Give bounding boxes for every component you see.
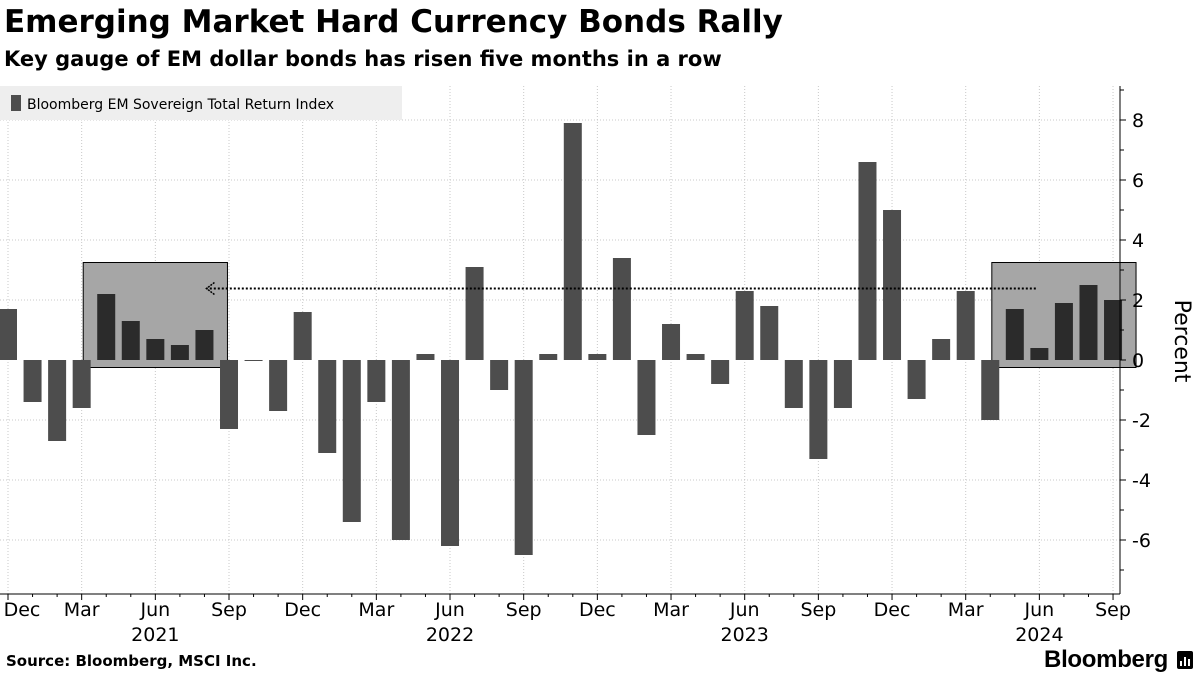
bar-sep-2024 — [1104, 300, 1123, 360]
bar-oct-2022 — [539, 354, 558, 360]
bar-may-2023 — [711, 360, 730, 384]
bar-aug-2022 — [490, 360, 509, 390]
bar-jan-2024 — [907, 360, 926, 399]
brand-logo: Bloomberg — [1044, 646, 1168, 673]
bar-apr-2022 — [391, 360, 410, 540]
x-tick-label: Jun — [729, 599, 760, 621]
bar-sep-2023 — [809, 360, 828, 459]
bar-sep-2022 — [514, 360, 533, 555]
x-tick-label: Dec — [284, 599, 321, 621]
x-tick-label: Jun — [1024, 599, 1055, 621]
bar-mar-2024 — [956, 291, 975, 360]
bar-jun-2021 — [146, 339, 165, 360]
bar-jul-2023 — [760, 306, 779, 360]
y-tick-label: 2 — [1132, 290, 1144, 312]
bar-jul-2024 — [1054, 303, 1073, 360]
x-year-label: 2023 — [721, 624, 769, 646]
bar-nov-2023 — [858, 162, 877, 360]
bar-dec-2023 — [883, 210, 902, 360]
bar-nov-2021 — [269, 360, 288, 411]
axes: -6 -4 -2 0 2 4 6 8 Dec Mar Jun Sep Dec Mar Jun Sep Dec Ma… — [0, 86, 1151, 646]
x-tick-label: Mar — [64, 599, 100, 621]
bar-feb-2021 — [48, 360, 67, 441]
chart-icon — [1177, 651, 1193, 669]
legend-label: Bloomberg EM Sovereign Total Return Inde… — [27, 97, 334, 113]
y-tick-label: 4 — [1132, 230, 1144, 252]
chart-subtitle: Key gauge of EM dollar bonds has risen f… — [4, 47, 722, 71]
x-tick-label: Sep — [506, 599, 542, 621]
y-tick-label: -2 — [1132, 410, 1151, 432]
bar-feb-2024 — [932, 339, 951, 360]
bar-may-2021 — [121, 321, 140, 360]
legend-background — [0, 86, 402, 120]
bar-apr-2021 — [97, 294, 116, 360]
x-tick-label: Jun — [434, 599, 465, 621]
bar-feb-2023 — [637, 360, 656, 435]
x-tick-label: Mar — [358, 599, 394, 621]
rally-arrow — [205, 281, 1036, 296]
x-year-label: 2022 — [426, 624, 474, 646]
bar-apr-2024 — [981, 360, 1000, 420]
bar-jan-2023 — [612, 258, 631, 360]
bar-mar-2022 — [367, 360, 386, 402]
bar-may-2022 — [416, 354, 435, 360]
bar-aug-2021 — [195, 330, 214, 360]
bar-oct-2021 — [244, 360, 263, 361]
bar-apr-2023 — [686, 354, 705, 360]
bar-jun-2023 — [735, 291, 754, 360]
bar-nov-2022 — [563, 123, 582, 360]
x-year-label: 2021 — [131, 624, 179, 646]
x-tick-label: Dec — [4, 599, 41, 621]
bar-may-2024 — [1005, 309, 1024, 360]
bar-aug-2024 — [1079, 285, 1098, 360]
y-tick-label: -6 — [1132, 530, 1151, 552]
bar-feb-2022 — [342, 360, 361, 522]
y-tick-label: 8 — [1132, 110, 1144, 132]
bar-dec-2020 — [0, 309, 17, 360]
bar-jul-2021 — [170, 345, 189, 360]
arrow-head — [205, 281, 215, 296]
x-tick-label: Sep — [211, 599, 247, 621]
y-tick-label: -4 — [1132, 470, 1151, 492]
bar-dec-2021 — [293, 312, 312, 360]
x-year-label: 2024 — [1015, 624, 1063, 646]
bars — [0, 123, 1123, 555]
x-tick-label: Dec — [874, 599, 911, 621]
chart-title: Emerging Market Hard Currency Bonds Rall… — [4, 4, 783, 40]
bar-sep-2021 — [220, 360, 239, 429]
x-tick-label: Sep — [1095, 599, 1131, 621]
highlight-boxes — [82, 262, 1137, 368]
x-tick-label: Mar — [948, 599, 984, 621]
bar-jan-2021 — [23, 360, 42, 402]
x-tick-label: Mar — [653, 599, 689, 621]
bar-oct-2023 — [833, 360, 852, 408]
y-tick-label: 0 — [1132, 350, 1144, 372]
bar-mar-2021 — [72, 360, 91, 408]
source-note: Source: Bloomberg, MSCI Inc. — [6, 652, 257, 670]
bar-jan-2022 — [318, 360, 337, 453]
bar-jul-2022 — [465, 267, 484, 360]
x-tick-label: Dec — [579, 599, 616, 621]
bar-mar-2023 — [662, 324, 681, 360]
bar-jun-2022 — [441, 360, 460, 546]
bar-dec-2022 — [588, 354, 607, 360]
y-axis-label: Percent — [1169, 300, 1194, 383]
bar-jun-2024 — [1030, 348, 1049, 360]
x-tick-label: Jun — [139, 599, 170, 621]
legend-swatch — [11, 95, 21, 111]
legend: Bloomberg EM Sovereign Total Return Inde… — [0, 86, 402, 120]
bar-aug-2023 — [784, 360, 803, 408]
y-tick-label: 6 — [1132, 170, 1144, 192]
x-tick-label: Sep — [800, 599, 836, 621]
